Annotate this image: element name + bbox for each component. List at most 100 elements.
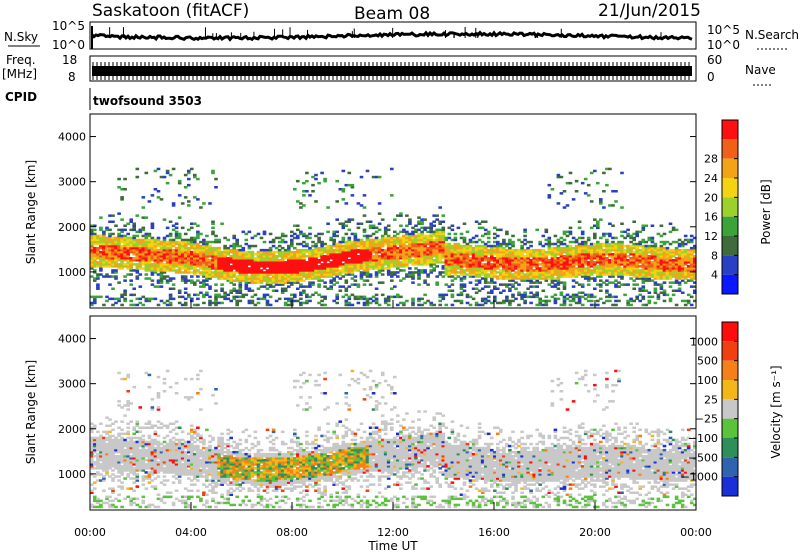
range-cell <box>223 248 227 252</box>
range-cell <box>589 295 594 299</box>
range-cell <box>362 257 367 260</box>
range-cell <box>611 263 615 266</box>
range-cell <box>538 242 542 246</box>
range-cell <box>556 273 561 276</box>
range-cell <box>477 271 482 274</box>
range-cell <box>193 271 197 274</box>
range-cell <box>90 428 94 432</box>
range-cell <box>599 285 603 288</box>
range-cell <box>302 257 306 260</box>
range-cell <box>593 248 597 252</box>
range-cell <box>465 230 470 234</box>
range-cell <box>608 259 612 262</box>
range-cell <box>480 259 485 262</box>
range-cell <box>247 259 252 262</box>
range-cell <box>474 269 479 272</box>
range-cell <box>396 240 400 244</box>
range-cell <box>159 240 164 244</box>
range-cell <box>453 238 458 242</box>
range-cell <box>108 234 112 238</box>
range-cell <box>326 246 330 250</box>
range-cell <box>593 271 597 274</box>
range-cell <box>344 202 349 205</box>
range-cell <box>656 297 661 301</box>
range-cell <box>90 228 94 232</box>
range-cell <box>180 295 185 299</box>
range-cell <box>226 250 230 254</box>
range-cell <box>671 248 676 252</box>
range-cell <box>214 273 218 276</box>
range-cell <box>129 267 133 270</box>
range-cell <box>93 436 97 440</box>
range-cell <box>371 259 376 262</box>
range-cell <box>571 248 576 252</box>
range-cell <box>93 475 97 478</box>
range-cell <box>253 253 258 256</box>
range-cell <box>474 265 479 268</box>
range-cell <box>614 285 618 288</box>
range-cell <box>217 269 221 272</box>
range-cell <box>314 269 318 272</box>
range-cell <box>359 257 364 260</box>
range-cell <box>562 255 567 258</box>
range-cell <box>471 248 476 252</box>
range-cell <box>626 283 630 286</box>
range-cell <box>105 265 109 268</box>
range-cell <box>502 250 506 254</box>
range-cell <box>187 246 191 250</box>
range-cell <box>162 275 167 278</box>
range-cell <box>296 253 300 256</box>
range-cell <box>193 269 197 272</box>
range-cell <box>153 263 158 266</box>
range-cell <box>132 250 136 254</box>
range-cell <box>368 267 373 270</box>
range-cell <box>599 253 603 256</box>
range-cell <box>174 250 179 254</box>
range-cell <box>423 228 427 232</box>
range-cell <box>302 194 306 197</box>
range-cell <box>683 255 688 258</box>
range-cell <box>529 250 533 254</box>
range-cell <box>526 265 530 268</box>
range-cell <box>396 261 400 264</box>
range-cell <box>162 277 167 280</box>
range-cell <box>568 257 573 260</box>
range-cell <box>293 261 297 264</box>
range-cell <box>580 236 585 240</box>
range-cell <box>265 301 270 305</box>
range-cell <box>680 257 685 260</box>
range-cell <box>368 226 373 230</box>
range-cell <box>532 265 536 268</box>
range-cell <box>365 250 370 254</box>
range-cell <box>187 293 191 297</box>
range-cell <box>102 442 106 446</box>
range-cell <box>271 275 276 278</box>
range-cell <box>423 246 427 250</box>
range-cell <box>680 277 685 280</box>
range-cell <box>444 255 449 258</box>
range-cell <box>99 452 103 456</box>
range-cell <box>577 271 582 274</box>
range-cell <box>96 265 100 268</box>
range-cell <box>617 250 621 254</box>
range-cell <box>108 214 112 217</box>
range-cell <box>502 277 506 280</box>
range-cell <box>580 246 585 250</box>
range-cell <box>253 234 258 238</box>
range-cell <box>380 265 385 268</box>
range-cell <box>568 250 573 254</box>
range-cell <box>241 295 246 299</box>
range-cell <box>635 234 639 238</box>
range-cell <box>144 253 149 256</box>
range-cell <box>114 224 118 227</box>
range-cell <box>589 226 594 230</box>
range-cell <box>453 248 458 252</box>
range-cell <box>162 265 167 268</box>
range-cell <box>214 295 218 299</box>
range-cell <box>611 281 615 284</box>
range-cell <box>629 267 633 270</box>
range-cell <box>129 236 133 240</box>
range-cell <box>293 273 297 276</box>
range-cell <box>602 250 606 254</box>
range-cell <box>390 261 394 264</box>
